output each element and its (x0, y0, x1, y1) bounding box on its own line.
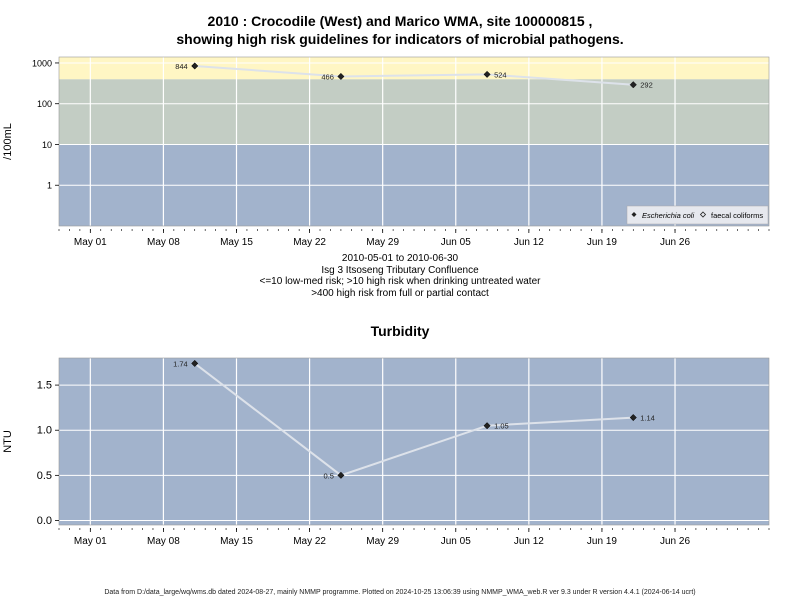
x-tick-label: May 01 (74, 536, 107, 547)
data-point (483, 70, 491, 78)
data-point (629, 414, 637, 422)
y-tick-label: 1 (47, 181, 52, 191)
legend-marker-ecoli (631, 212, 637, 217)
data-label: 292 (640, 81, 653, 90)
data-point (337, 471, 345, 479)
x-tick-label: Jun 12 (514, 237, 544, 248)
subtitle-date-range: 2010-05-01 to 2010-06-30 (341, 253, 459, 264)
data-label: 466 (321, 72, 334, 81)
y-axis-label: /100mL (2, 123, 14, 160)
data-label: 524 (494, 70, 507, 79)
risk-band-1 (59, 79, 769, 145)
x-tick-label: Jun 05 (441, 536, 471, 547)
footer-note: Data from D:/data_large/wq/wms.db dated … (104, 589, 696, 596)
x-tick-label: May 08 (147, 536, 180, 547)
y-tick-label: 1000 (32, 58, 52, 68)
chart2-title: Turbidity (370, 323, 430, 339)
plot-background (59, 358, 769, 525)
data-label: 0.5 (323, 471, 333, 480)
x-tick-label: Jun 19 (587, 536, 617, 547)
series-line (194, 64, 634, 86)
x-tick-label: May 22 (293, 536, 326, 547)
subtitle-guideline-drinking: <=10 low-med risk; >10 high risk when dr… (259, 276, 541, 287)
x-tick-label: May 08 (147, 237, 180, 248)
y-tick-label: 1.5 (37, 380, 52, 392)
legend-box (626, 205, 769, 225)
data-point (629, 81, 637, 89)
x-tick-label: May 15 (220, 237, 253, 248)
y-tick-label: 0.0 (37, 515, 52, 527)
y-tick-label: 10 (42, 140, 52, 150)
legend-marker-faecal (699, 211, 707, 218)
chart1-title-line2: showing high risk guidelines for indicat… (176, 31, 624, 47)
data-label: 1.14 (640, 414, 655, 423)
chart1-title-line1: 2010 : Crocodile (West) and Marico WMA, … (207, 13, 593, 29)
y-tick-label: 100 (37, 99, 52, 109)
plot-frame (58, 357, 770, 526)
microbial-chart: 1 10 100 1000 May 01 May 08 May 15 May 22 May 29… (2, 56, 770, 248)
x-tick-label: Jun 05 (441, 237, 471, 248)
legend-entry-faecal: faecal coliforms (711, 211, 763, 220)
data-label: 844 (175, 62, 188, 71)
y-axis-label: NTU (2, 430, 14, 453)
x-tick-label: May 15 (220, 536, 253, 547)
legend-entry-ecoli: Escherichia coli (642, 211, 694, 220)
data-point (191, 359, 199, 367)
x-tick-label: Jun 26 (660, 536, 690, 547)
x-tick-label: Jun 26 (660, 237, 690, 248)
legend: Escherichia coli faecal coliforms (626, 205, 769, 225)
x-tick-label: May 29 (366, 237, 399, 248)
data-point (337, 72, 345, 81)
data-point (483, 422, 491, 430)
series-line (194, 362, 634, 477)
x-tick-label: May 01 (74, 237, 107, 248)
subtitle-guideline-contact: >400 high risk from full or partial cont… (311, 287, 489, 299)
y-tick-label: 1.0 (37, 425, 52, 437)
chart1-subtitle: 2010-05-01 to 2010-06-30 Isg 3 Itsoseng … (0, 253, 800, 299)
plot-frame (58, 56, 770, 227)
x-tick-label: Jun 12 (514, 536, 544, 547)
data-label: 1.74 (173, 359, 188, 368)
x-tick-label: May 29 (366, 536, 399, 547)
data-point (191, 62, 199, 70)
x-tick-label: May 22 (293, 237, 326, 248)
data-label: 1.05 (494, 422, 509, 431)
subtitle-site-name: Isg 3 Itsoseng Tributary Confluence (321, 264, 479, 276)
x-tick-label: Jun 19 (587, 237, 617, 248)
y-tick-label: 0.5 (37, 470, 52, 482)
